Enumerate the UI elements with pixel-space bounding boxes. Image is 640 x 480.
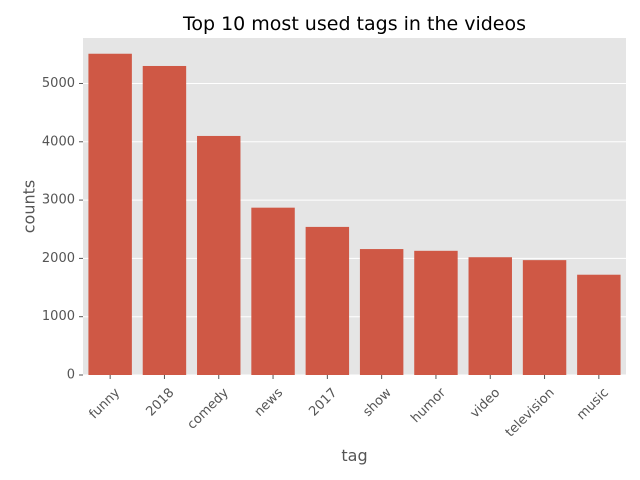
y-tick-label: 2000 xyxy=(42,251,75,266)
y-tick-label: 0 xyxy=(67,368,75,383)
ticks: 0 1000 2000 3000 4000 5000 funny 2018 comedy news… xyxy=(42,76,612,440)
x-tick-label: 2018 xyxy=(143,385,177,419)
y-tick-label: 1000 xyxy=(42,309,75,324)
x-tick-label: video xyxy=(468,385,504,421)
y-tick-label: 4000 xyxy=(42,134,75,149)
x-tick-label: show xyxy=(360,385,395,420)
x-tick-label: humor xyxy=(408,385,449,426)
bar-2018 xyxy=(142,65,187,376)
bar-humor xyxy=(414,250,458,375)
chart-title: Top 10 most used tags in the videos xyxy=(182,13,526,35)
x-tick-label: news xyxy=(252,385,287,420)
bar-comedy xyxy=(197,135,241,375)
bar-funny xyxy=(88,53,132,375)
x-tick-label: comedy xyxy=(185,385,232,432)
bar-music xyxy=(577,274,621,375)
y-axis-label: counts xyxy=(20,180,39,233)
x-tick-label: funny xyxy=(86,385,123,422)
y-tick-label: 5000 xyxy=(42,76,75,91)
bars xyxy=(88,53,621,376)
bar-2017 xyxy=(305,226,350,375)
x-tick-label: 2017 xyxy=(306,385,340,419)
x-axis-label: tag xyxy=(341,446,367,465)
bar-television xyxy=(522,260,567,375)
bar-news xyxy=(251,207,295,375)
x-tick-label: television xyxy=(503,385,558,440)
bar-show xyxy=(359,249,404,375)
bar-video xyxy=(468,257,512,375)
x-tick-label: music xyxy=(574,385,612,423)
y-tick-label: 3000 xyxy=(42,193,75,208)
